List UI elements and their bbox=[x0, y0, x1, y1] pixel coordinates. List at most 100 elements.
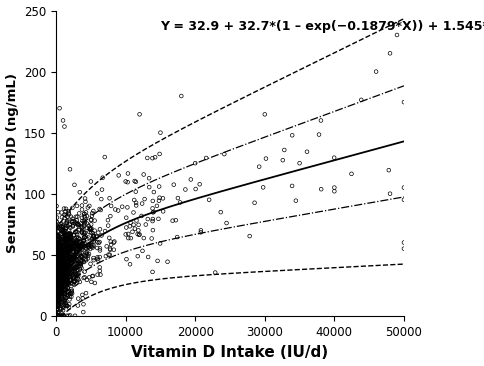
Point bbox=[76, 243, 84, 249]
Point bbox=[63, 253, 71, 258]
Point bbox=[65, 273, 73, 279]
Point bbox=[62, 295, 70, 301]
Point bbox=[64, 247, 72, 253]
Point bbox=[57, 289, 64, 295]
Point bbox=[69, 271, 76, 277]
Point bbox=[75, 261, 82, 267]
Point bbox=[122, 256, 130, 262]
Point bbox=[55, 257, 62, 262]
Point bbox=[63, 218, 71, 224]
Point bbox=[64, 245, 72, 251]
Point bbox=[132, 217, 140, 223]
Point bbox=[148, 155, 156, 161]
Point bbox=[58, 285, 66, 291]
Point bbox=[54, 268, 61, 274]
Point bbox=[54, 268, 61, 273]
Point bbox=[73, 247, 80, 253]
Point bbox=[77, 243, 85, 249]
Point bbox=[63, 232, 71, 238]
Point bbox=[58, 264, 66, 270]
Point bbox=[54, 277, 61, 283]
Point bbox=[53, 289, 61, 295]
Point bbox=[58, 266, 65, 272]
Point bbox=[57, 283, 65, 289]
Point bbox=[56, 244, 64, 250]
Point bbox=[58, 265, 66, 270]
Point bbox=[57, 275, 65, 281]
Point bbox=[63, 272, 71, 277]
Point bbox=[56, 306, 64, 312]
Point bbox=[63, 272, 71, 278]
Point bbox=[74, 303, 82, 309]
Point bbox=[106, 195, 113, 201]
Point bbox=[57, 246, 64, 252]
Point bbox=[61, 285, 69, 291]
Point bbox=[64, 231, 72, 237]
Point bbox=[53, 293, 61, 299]
Point bbox=[53, 239, 60, 245]
Point bbox=[74, 243, 81, 249]
Point bbox=[191, 160, 199, 166]
Point bbox=[70, 266, 78, 272]
Point bbox=[144, 216, 151, 222]
Point bbox=[64, 249, 72, 255]
Point bbox=[62, 277, 70, 283]
Point bbox=[52, 273, 60, 279]
Point bbox=[62, 225, 70, 231]
Point bbox=[62, 264, 70, 270]
Point bbox=[54, 287, 61, 293]
Point bbox=[78, 225, 86, 231]
Point bbox=[60, 206, 68, 212]
Point bbox=[61, 213, 69, 219]
Point bbox=[62, 273, 70, 279]
Point bbox=[130, 197, 138, 203]
Point bbox=[77, 263, 85, 269]
Point bbox=[59, 262, 67, 268]
Point bbox=[54, 283, 62, 288]
Point bbox=[399, 185, 407, 191]
Point bbox=[64, 245, 72, 251]
Point bbox=[56, 252, 63, 258]
Point bbox=[64, 262, 72, 268]
Point bbox=[54, 274, 61, 280]
Point bbox=[61, 258, 69, 264]
Point bbox=[66, 274, 74, 280]
Point bbox=[78, 247, 86, 253]
Point bbox=[66, 236, 74, 242]
Point bbox=[58, 239, 65, 245]
Point bbox=[54, 278, 62, 284]
Point bbox=[55, 298, 62, 304]
Point bbox=[54, 266, 62, 272]
Point bbox=[55, 274, 63, 280]
Point bbox=[69, 262, 77, 268]
Point bbox=[53, 255, 60, 261]
Point bbox=[60, 281, 68, 287]
Point bbox=[65, 301, 73, 307]
Point bbox=[57, 228, 65, 234]
Point bbox=[109, 240, 117, 246]
Point bbox=[81, 199, 89, 205]
Point bbox=[280, 147, 287, 153]
Point bbox=[52, 276, 60, 282]
Point bbox=[54, 223, 61, 229]
Point bbox=[124, 171, 132, 176]
Point bbox=[55, 271, 62, 277]
Point bbox=[65, 212, 73, 217]
Point bbox=[57, 257, 64, 262]
Point bbox=[53, 264, 60, 270]
Point bbox=[85, 223, 92, 229]
Point bbox=[58, 281, 65, 287]
Point bbox=[65, 246, 73, 252]
Point bbox=[85, 242, 93, 247]
Point bbox=[77, 254, 85, 259]
Point bbox=[70, 275, 78, 281]
Point bbox=[53, 268, 61, 274]
Point bbox=[55, 272, 63, 278]
Point bbox=[91, 218, 98, 224]
Point bbox=[60, 313, 67, 319]
Point bbox=[106, 239, 114, 244]
Point bbox=[55, 276, 63, 282]
Point bbox=[60, 256, 67, 262]
Point bbox=[73, 264, 81, 270]
Point bbox=[63, 219, 71, 225]
